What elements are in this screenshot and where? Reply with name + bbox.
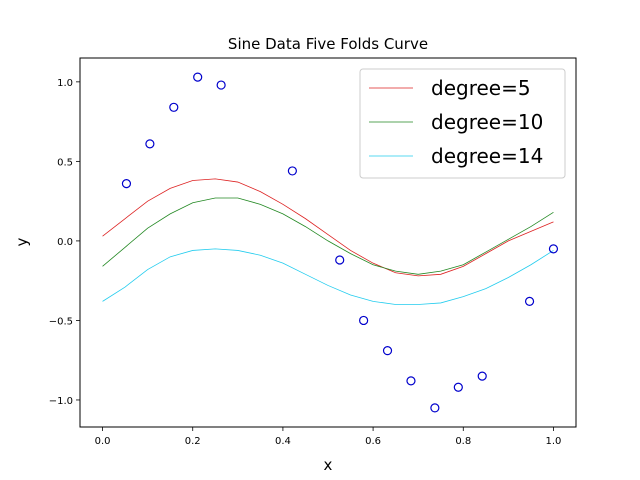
axes-frame [79,57,577,428]
y-tick-label: −0.5 [49,316,73,327]
series-line-2 [102,197,554,275]
chart-title: Sine Data Five Folds Curve [228,35,428,53]
data-point [216,80,226,90]
y-tick-label: 0.0 [57,237,73,248]
data-point [359,315,369,326]
x-tick-label: 1.0 [546,436,562,447]
data-point [121,179,132,189]
legend-label: degree=10 [431,110,543,134]
data-point [548,244,559,254]
x-axis: 0.0 0.2 0.4 0.6 0.8 1.0 [95,427,562,447]
y-tick-label: −1.0 [49,396,73,407]
x-tick-label: 0.6 [365,436,381,447]
data-point [145,139,155,149]
plot-area [79,57,577,428]
legend-box [359,68,566,179]
y-tick-label: 0.5 [57,157,73,168]
data-point [335,255,345,265]
legend-label: degree=5 [431,76,531,100]
data-point [406,376,416,386]
data-point [430,403,440,413]
data-point [287,166,297,176]
series-line-1 [102,178,554,277]
legend: degree=5 degree=10 degree=14 [359,68,566,179]
data-point [477,371,487,381]
y-axis: −1.0 −0.5 0.0 0.5 1.0 [49,78,80,407]
y-axis-label: y [13,237,31,246]
series-line-3 [102,248,554,305]
legend-label: degree=14 [431,144,543,168]
data-point [382,346,393,356]
x-tick-label: 0.8 [455,436,471,447]
data-point [524,296,535,306]
x-tick-label: 0.4 [275,436,291,447]
x-axis-label: x [324,456,333,474]
data-point [169,102,179,112]
x-tick-label: 0.2 [185,436,201,447]
data-point [193,72,203,82]
x-tick-label: 0.0 [95,436,111,447]
y-tick-label: 1.0 [57,78,73,89]
data-point [453,382,463,392]
